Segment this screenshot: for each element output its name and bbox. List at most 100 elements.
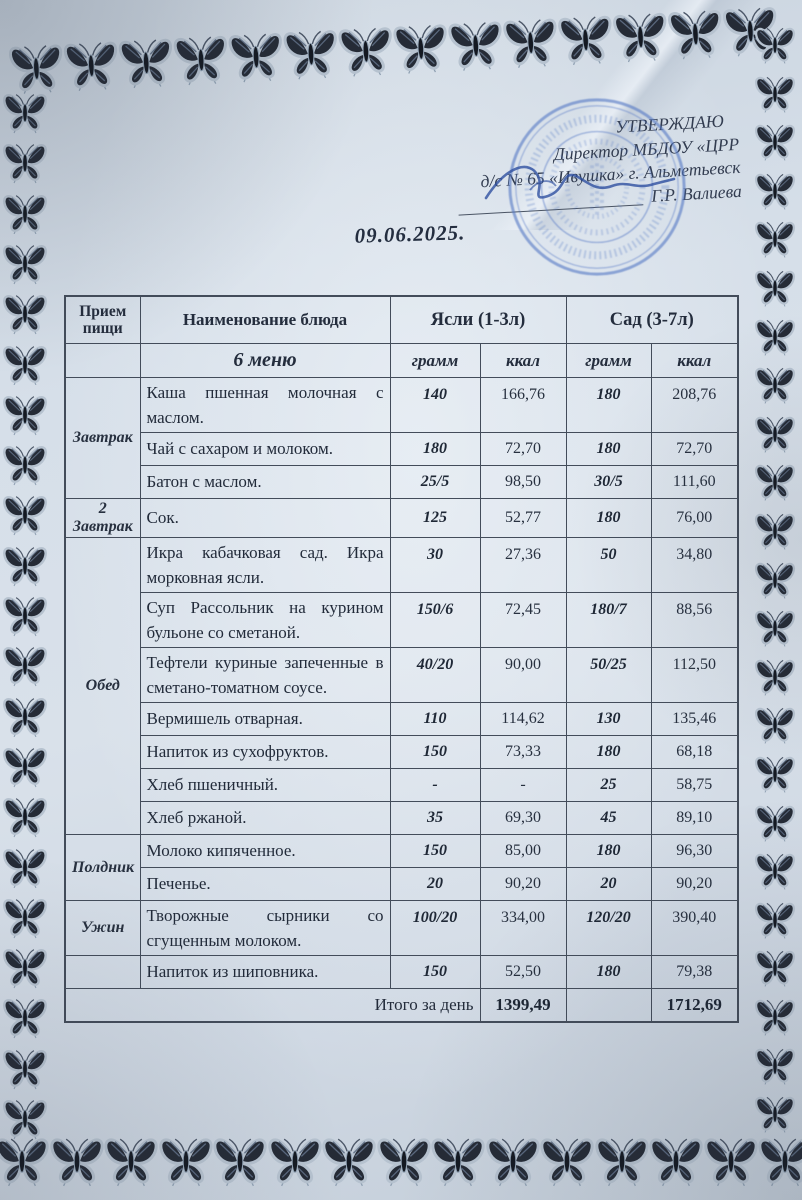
header-kcal-nursery: ккал	[479, 343, 567, 378]
kindergarten-gram-value: 120/20	[565, 900, 652, 956]
butterfly-icon	[118, 38, 173, 89]
butterfly-icon	[722, 7, 777, 57]
nursery-gram-value: 140	[389, 377, 481, 433]
dish-cell: Каша пшенная молочная с маслом.	[139, 377, 391, 433]
table-subheader-row: 6 меню грамм ккал грамм ккал	[64, 343, 739, 378]
kindergarten-gram-value: 45	[565, 801, 652, 835]
butterfly-icon	[755, 1048, 795, 1085]
butterfly-icon	[755, 319, 795, 356]
kindergarten-gram-value: 50	[565, 537, 652, 593]
kindergarten-total: 1712,69	[650, 988, 739, 1022]
butterfly-icon	[755, 999, 795, 1036]
table-row: 2 Завтрак Сок. 125 52,77 180 76,00	[64, 498, 739, 538]
nursery-gram-value: 150	[389, 735, 481, 769]
header-meal: Прием пищи	[64, 295, 141, 344]
dish-cell: Чай с сахаром и молоком.	[139, 432, 391, 466]
header-kindergarten: Сад (3-7л)	[565, 295, 739, 344]
dish-cell: Хлеб пшеничный.	[139, 768, 391, 802]
butterfly-icon	[755, 805, 795, 842]
kindergarten-gram-value: 180	[565, 955, 652, 989]
butterfly-icon	[3, 898, 47, 938]
menu-table: Прием пищи Наименование блюда Ясли (1-3л…	[64, 295, 740, 1023]
table-row: Ужин Творожные сырники со сгущенным молок…	[64, 900, 739, 956]
butterfly-icon	[3, 647, 47, 687]
table-row: Обед Икра кабачковая сад. Икра морковная …	[64, 537, 739, 835]
butterfly-icon	[213, 1138, 267, 1187]
nursery-kcal-value: 73,33	[479, 735, 567, 769]
nursery-gram-value: 40/20	[389, 647, 481, 703]
butterfly-icon	[755, 368, 795, 404]
meal-section-label: Ужин	[64, 900, 141, 956]
butterfly-icon	[338, 27, 392, 77]
butterfly-icon	[3, 496, 47, 536]
kindergarten-kcal-value: 88,56	[650, 592, 739, 648]
header-nursery: Ясли (1-3л)	[389, 295, 567, 344]
table-row: Печенье. 20 90,20 20 90,20	[65, 867, 739, 901]
butterfly-icon	[49, 1138, 104, 1187]
table-row: Тефтели куриные запеченные в сметано-том…	[65, 647, 739, 703]
butterfly-icon	[3, 395, 47, 435]
nursery-gram-value: 100/20	[389, 900, 481, 956]
nursery-kcal-value: 114,62	[479, 702, 567, 736]
menu-table-body: Завтрак Каша пшенная молочная с маслом. 14…	[64, 377, 739, 989]
nursery-gram-value: 110	[389, 702, 481, 736]
nursery-kcal-value: -	[479, 768, 567, 802]
butterfly-icon	[3, 144, 47, 184]
nursery-kcal-value: 72,70	[479, 432, 567, 466]
header-gram-kindergarten: грамм	[565, 343, 652, 378]
butterfly-icon	[755, 125, 795, 161]
butterfly-icon	[755, 1097, 795, 1133]
dish-cell: Напиток из шиповника.	[139, 955, 391, 989]
dish-cell: Хлеб ржаной.	[139, 801, 391, 835]
butterfly-icon	[3, 798, 47, 838]
kindergarten-kcal-value: 79,38	[650, 955, 739, 989]
butterfly-icon	[3, 1100, 47, 1140]
nursery-gram-value: 150	[389, 834, 481, 868]
kindergarten-gram-value: 130	[565, 702, 652, 736]
dish-cell: Сок.	[139, 498, 391, 538]
kindergarten-kcal-value: 208,76	[650, 377, 739, 433]
nursery-kcal-value: 85,00	[479, 834, 567, 868]
total-label: Итого за день	[64, 988, 481, 1022]
butterfly-icon	[503, 18, 557, 68]
nursery-gram-value: 30	[389, 537, 481, 593]
butterfly-icon	[3, 546, 47, 586]
butterfly-border-right	[754, 26, 798, 1141]
kindergarten-kcal-value: 68,18	[650, 735, 739, 769]
meal-section-label: Завтрак	[64, 377, 141, 499]
butterfly-icon	[3, 345, 47, 385]
nursery-gram-value: 180	[389, 432, 481, 466]
nursery-gram-value: 25/5	[389, 465, 481, 499]
butterfly-icon	[755, 854, 795, 890]
dish-cell: Суп Рассольник на курином бульоне со сме…	[139, 592, 391, 648]
nursery-kcal-value: 52,50	[479, 955, 567, 989]
butterfly-icon	[540, 1138, 594, 1187]
butterfly-icon	[3, 1049, 47, 1089]
kindergarten-kcal-value: 89,10	[650, 801, 739, 835]
butterfly-icon	[267, 1138, 322, 1187]
kindergarten-kcal-value: 111,60	[650, 465, 739, 499]
butterfly-border-left	[2, 92, 50, 1142]
butterfly-icon	[755, 76, 795, 113]
butterfly-icon	[8, 44, 63, 94]
nursery-total: 1399,49	[479, 988, 567, 1022]
kindergarten-kcal-value: 76,00	[650, 498, 739, 538]
header-dish: Наименование блюда	[139, 295, 391, 344]
kindergarten-kcal-value: 72,70	[650, 432, 739, 466]
kindergarten-kcal-value: 112,50	[650, 647, 739, 703]
table-row: Батон с маслом. 25/5 98,50 30/5 111,60	[65, 465, 739, 499]
kindergarten-gram-value: 50/25	[565, 647, 652, 703]
butterfly-icon	[3, 999, 47, 1039]
butterfly-icon	[755, 902, 795, 939]
table-row: Напиток из шиповника. 150 52,50 180 79,38	[64, 955, 739, 989]
butterfly-icon	[594, 1138, 649, 1187]
butterfly-icon	[755, 173, 795, 210]
header-gram-nursery: грамм	[389, 343, 481, 378]
butterfly-icon	[485, 1138, 540, 1187]
nursery-kcal-value: 27,36	[479, 537, 567, 593]
butterfly-icon	[63, 41, 118, 92]
total-row: Итого за день 1399,49 1712,69	[64, 988, 739, 1022]
kindergarten-gram-value: 180/7	[565, 592, 652, 648]
table-row: Завтрак Каша пшенная молочная с маслом. 14…	[64, 377, 739, 499]
meal-section-label: Обед	[64, 537, 141, 835]
